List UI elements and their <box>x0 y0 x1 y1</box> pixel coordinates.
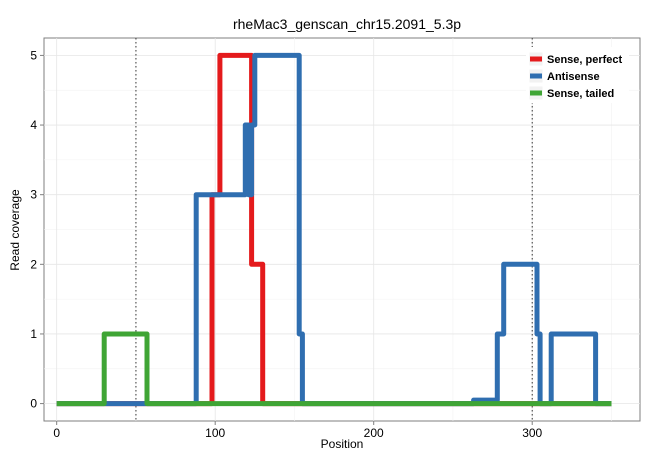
x-tick-label: 0 <box>53 426 60 440</box>
y-tick-label: 0 <box>30 397 37 411</box>
series-line-3 <box>56 331 612 407</box>
x-tick-label: 100 <box>205 426 225 440</box>
x-axis-label: Position <box>321 437 364 451</box>
series-group <box>56 52 612 407</box>
y-tick-label: 2 <box>30 257 37 271</box>
y-tick-label: 4 <box>30 118 37 132</box>
x-tick-label: 200 <box>364 426 384 440</box>
y-tick-label: 3 <box>30 188 37 202</box>
y-axis-label: Read coverage <box>8 189 22 271</box>
y-tick-label: 5 <box>30 48 37 62</box>
y-tick-label: 1 <box>30 327 37 341</box>
legend-label: Antisense <box>547 71 600 83</box>
legend-label: Sense, tailed <box>547 88 614 100</box>
legend-label: Sense, perfect <box>547 54 623 66</box>
series-line-1 <box>56 52 612 407</box>
y-axis-ticks: 0 1 2 3 4 5 <box>30 48 44 411</box>
chart-title: rheMac3_genscan_chr15.2091_5.3p <box>233 16 461 32</box>
x-axis-ticks: 0 100 200 300 <box>53 421 543 440</box>
x-tick-label: 300 <box>522 426 542 440</box>
legend: Sense, perfect Antisense Sense, tailed <box>526 47 629 103</box>
